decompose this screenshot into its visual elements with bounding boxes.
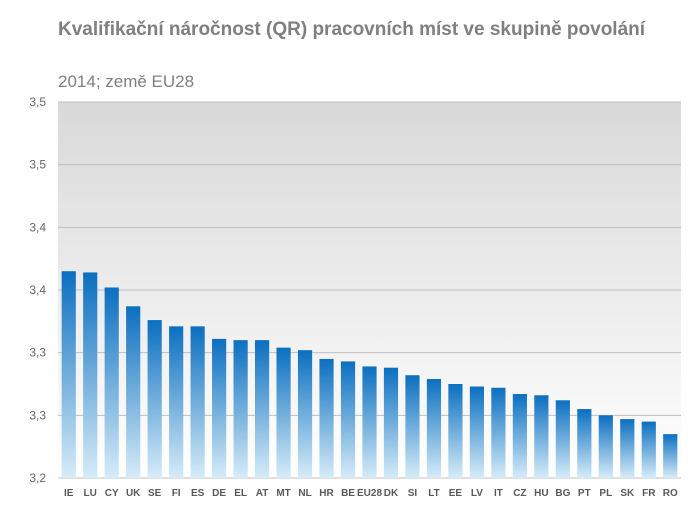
- y-tick-label: 3,4: [29, 220, 46, 234]
- x-category-label: ES: [191, 488, 205, 499]
- bar-fi: [169, 326, 184, 478]
- x-category-label: NL: [298, 488, 311, 499]
- x-category-label: RO: [663, 488, 678, 499]
- x-category-label: PL: [599, 488, 612, 499]
- bar-cz: [512, 394, 527, 478]
- bar-se: [147, 320, 162, 478]
- bar-lv: [469, 386, 485, 478]
- bar-lt: [426, 378, 442, 478]
- x-category-label: MT: [276, 488, 290, 499]
- x-category-label: DK: [384, 488, 399, 499]
- chart-subtitle: 2014; země EU28: [58, 72, 195, 91]
- bar-fr: [641, 421, 656, 478]
- bar-bg: [555, 400, 570, 478]
- x-category-label: FI: [172, 488, 181, 499]
- bar-pt: [577, 409, 592, 478]
- x-category-label: CZ: [513, 488, 526, 499]
- bar-el: [233, 340, 248, 478]
- bar-mt: [276, 347, 291, 478]
- x-category-label: EL: [234, 488, 247, 499]
- x-category-label: EU28: [357, 488, 382, 499]
- y-tick-label: 3,3: [29, 408, 46, 422]
- bar-it: [491, 387, 506, 478]
- x-category-label: IE: [64, 488, 74, 499]
- x-category-label: IT: [494, 488, 503, 499]
- bar-lu: [83, 272, 98, 478]
- x-category-label: SK: [620, 488, 635, 499]
- bar-de: [212, 338, 227, 478]
- x-category-label: LU: [84, 488, 97, 499]
- bar-nl: [297, 350, 313, 478]
- x-category-label: CY: [105, 488, 119, 499]
- y-tick-label: 3,2: [29, 471, 46, 485]
- y-tick-label: 3,5: [29, 158, 46, 172]
- bar-hr: [319, 358, 334, 478]
- bar-be: [340, 361, 356, 478]
- bar-ro: [663, 434, 678, 478]
- x-category-label: LV: [471, 488, 483, 499]
- x-category-label: AT: [256, 488, 269, 499]
- bar-eu28: [362, 366, 377, 478]
- x-category-label: DE: [212, 488, 226, 499]
- bar-sk: [620, 419, 635, 478]
- bar-pl: [598, 415, 613, 478]
- bar-si: [405, 375, 420, 478]
- bar-cy: [104, 287, 119, 478]
- bar-hu: [534, 395, 549, 478]
- x-category-label: BG: [555, 488, 570, 499]
- bar-at: [254, 340, 270, 478]
- x-category-label: SE: [148, 488, 162, 499]
- y-tick-label: 3,4: [29, 283, 46, 297]
- chart-title: Kvalifikační náročnost (QR) pracovních m…: [58, 19, 646, 40]
- y-tick-label: 3,5: [29, 95, 46, 109]
- bar-uk: [126, 306, 141, 478]
- bar-ee: [448, 384, 463, 478]
- bar-dk: [383, 367, 399, 478]
- x-category-label: SI: [408, 488, 418, 499]
- x-category-label: PT: [578, 488, 591, 499]
- x-category-label: HU: [534, 488, 548, 499]
- x-category-label: FR: [642, 488, 656, 499]
- x-category-label: EE: [449, 488, 463, 499]
- x-category-label: HR: [319, 488, 334, 499]
- x-category-label: UK: [126, 488, 141, 499]
- x-category-label: LT: [428, 488, 439, 499]
- x-category-label: BE: [341, 488, 355, 499]
- bar-ie: [61, 271, 76, 478]
- y-tick-label: 3,3: [29, 346, 46, 360]
- bar-es: [190, 326, 205, 478]
